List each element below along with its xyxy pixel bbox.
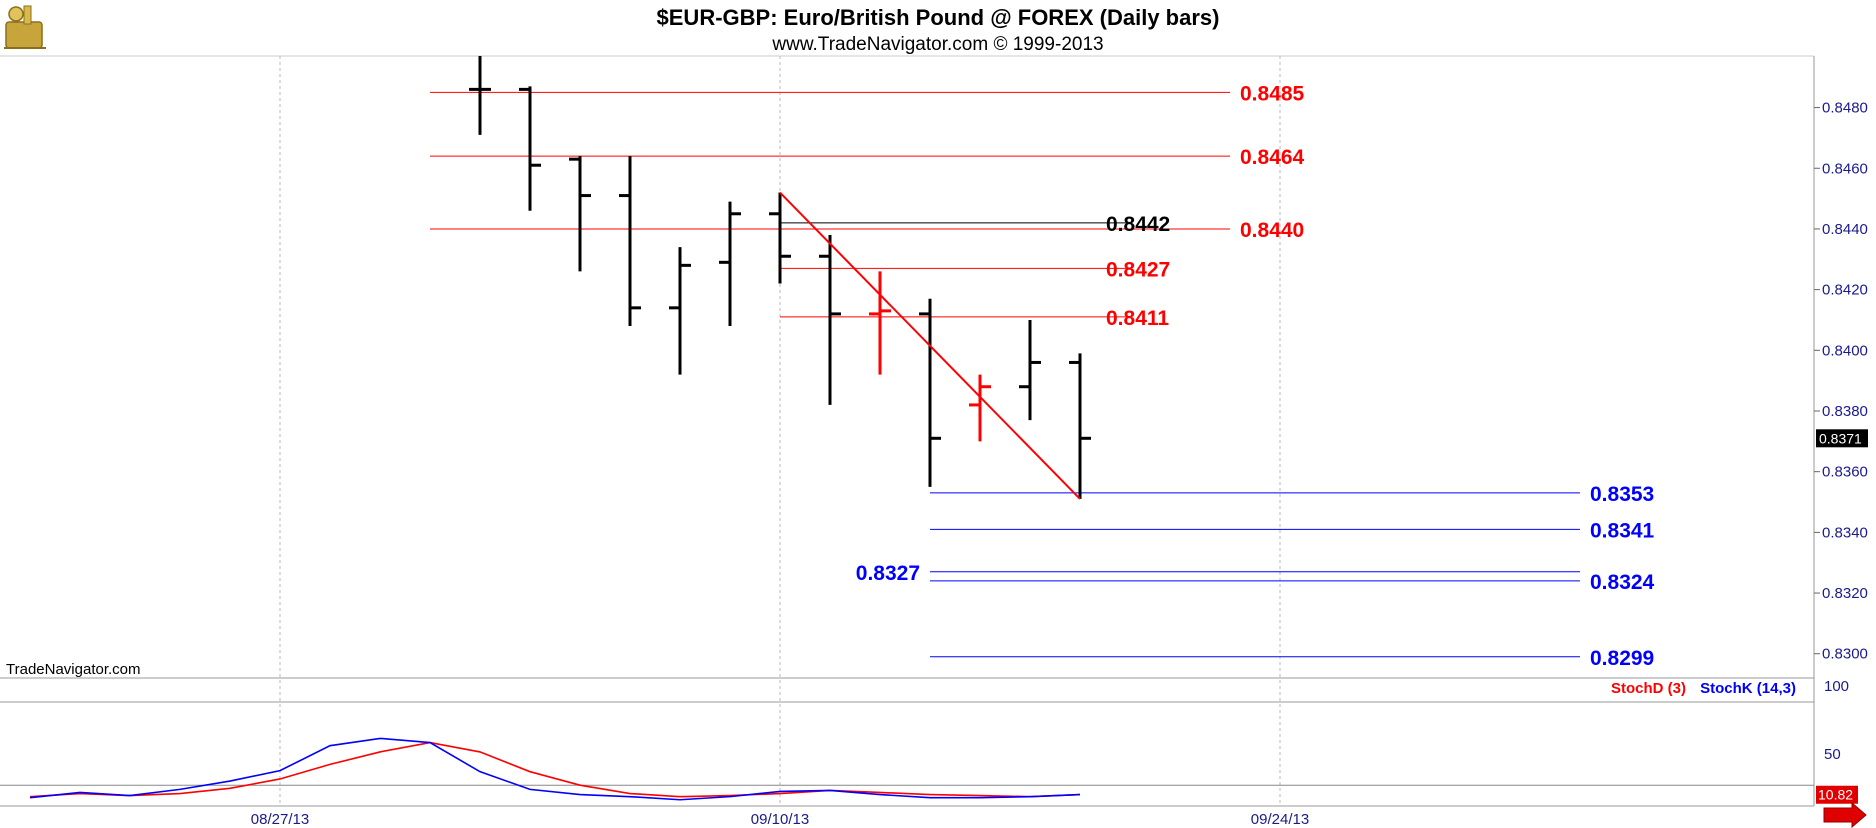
level-label: 0.8427 [1106, 258, 1170, 281]
price-bar [719, 201, 741, 327]
trade-navigator-logo [4, 5, 46, 49]
price-tick-label: 0.8380 [1822, 403, 1868, 420]
chart-header: $EUR-GBP: Euro/British Pound @ FOREX (Da… [4, 5, 1219, 55]
highlight-price-bar [969, 374, 991, 442]
price-tick-label: 0.8320 [1822, 585, 1868, 602]
downtrend-line [779, 191, 1081, 500]
chart-subtitle: www.TradeNavigator.com © 1999-2013 [771, 34, 1103, 55]
price-bar [1019, 319, 1041, 421]
stoch-k-line [29, 737, 1081, 801]
level-label: 0.8485 [1240, 82, 1305, 105]
price-bar [919, 298, 941, 487]
date-tick-label: 09/24/13 [1251, 811, 1309, 828]
level-label: 0.8411 [1106, 307, 1169, 330]
level-label: 0.8327 [856, 562, 920, 585]
legend-stoch-k: StochK (14,3) [1700, 680, 1796, 697]
date-tick-label: 08/27/13 [251, 811, 309, 828]
price-tick-label: 0.8340 [1822, 524, 1868, 541]
date-axis: 08/27/13 09/10/13 09/24/13 [251, 811, 1309, 828]
price-bar [469, 56, 491, 135]
last-price-label: 0.8371 [1819, 430, 1862, 446]
price-bar [519, 86, 541, 211]
price-tick-label: 0.8400 [1822, 342, 1868, 359]
legend-stoch-d: StochD (3) [1611, 680, 1686, 697]
level-label: 0.8353 [1590, 483, 1654, 506]
stoch-last-value-box [1816, 785, 1858, 804]
level-label: 0.8324 [1590, 571, 1655, 594]
price-bars [469, 56, 1091, 500]
stoch-d-line [29, 741, 1081, 798]
highlight-price-bar [869, 271, 891, 375]
chart-title: $EUR-GBP: Euro/British Pound @ FOREX (Da… [657, 5, 1220, 30]
price-tick-label: 0.8480 [1822, 100, 1868, 117]
price-tick-label: 0.8360 [1822, 464, 1868, 481]
stoch-tick-label: 50 [1824, 746, 1841, 763]
price-bar [769, 192, 791, 284]
stoch-last-value-label: 10.82 [1818, 787, 1853, 803]
price-bar [569, 156, 591, 272]
price-bar [619, 156, 641, 327]
price-axis: 0.8300 0.8320 0.8340 0.8360 0.8380 0.8400 0.84… [1814, 100, 1868, 663]
stochastic-panel: 100 50 StochD (3) StochK (14,3) 10.82 [0, 678, 1858, 804]
stoch-tick-label: 100 [1824, 678, 1849, 695]
x-gridlines [279, 56, 1281, 806]
watermark-text: TradeNavigator.com [6, 661, 141, 678]
level-label: 0.8440 [1240, 219, 1304, 242]
level-label: 0.8341 [1590, 519, 1655, 542]
date-tick-label: 09/10/13 [751, 811, 809, 828]
level-label: 0.8299 [1590, 647, 1654, 670]
level-label: 0.8464 [1240, 146, 1305, 169]
price-bar [819, 235, 841, 405]
level-label: 0.8442 [1106, 213, 1170, 236]
price-bar [669, 247, 691, 375]
price-tick-label: 0.8460 [1822, 160, 1868, 177]
price-bar [1069, 353, 1091, 499]
last-price-box [1816, 429, 1868, 448]
price-tick-label: 0.8300 [1822, 646, 1868, 663]
scroll-right-arrow-icon[interactable] [1823, 801, 1867, 828]
price-tick-label: 0.8440 [1822, 221, 1868, 238]
price-levels: 0.8485 0.8464 0.8440 0.8442 0.8427 0.8411 0.83… [430, 82, 1655, 670]
price-tick-label: 0.8420 [1822, 282, 1868, 299]
